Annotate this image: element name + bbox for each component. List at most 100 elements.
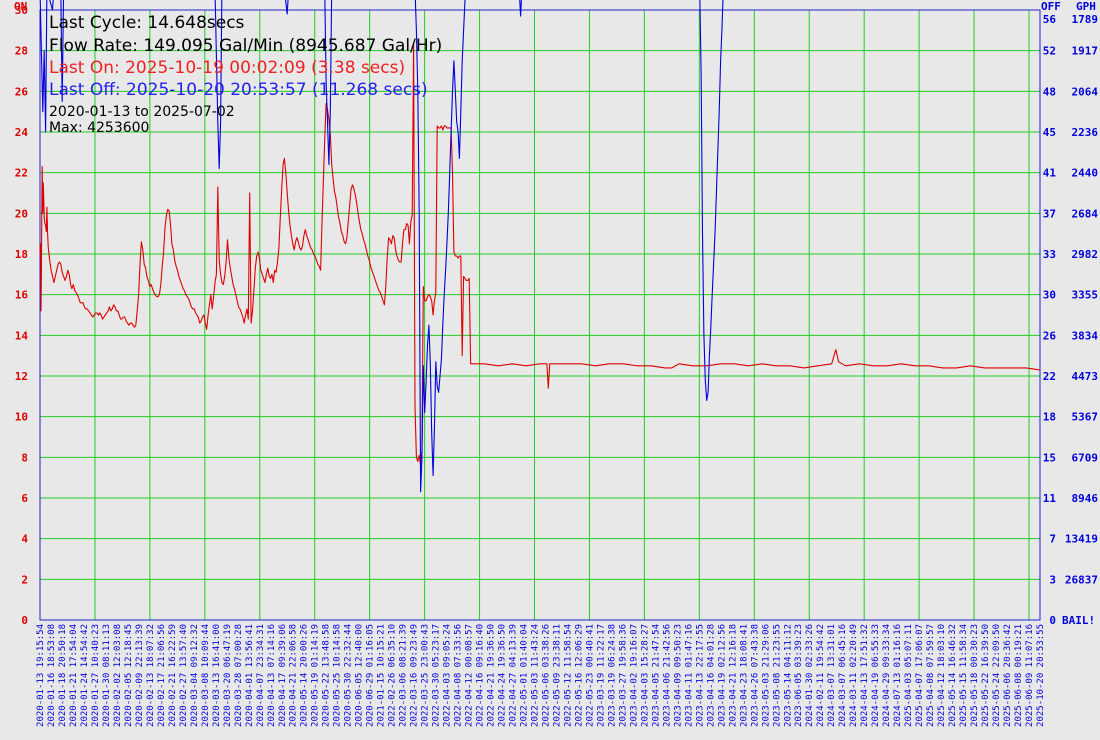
x-tick-label: 2022-04-03 09:05:24 (443, 624, 453, 727)
last-off-annotation: Last Off: 2025-10-20 20:53:57 (11.268 se… (49, 80, 428, 100)
x-tick-label: 2024-07-13 01:16:16 (893, 624, 903, 727)
x-tick-label: 2022-05-12 11:58:54 (564, 624, 574, 727)
x-tick-label: 2023-04-19 02:12:56 (717, 624, 727, 727)
x-tick-label: 2023-03-19 11:22:17 (596, 624, 606, 727)
x-tick-label: 2022-04-21 19:36:50 (487, 624, 497, 727)
right-gph-tick-label: 8946 (1072, 492, 1099, 505)
x-tick-label: 2023-04-03 15:28:27 (640, 624, 650, 727)
right-gph-tick-label: 4473 (1072, 370, 1099, 383)
x-tick-label: 2024-02-11 19:54:42 (816, 624, 826, 727)
x-tick-label: 2021-01-15 10:15:21 (377, 624, 387, 727)
x-tick-label: 2024-03-07 13:31:01 (827, 624, 837, 727)
plot-border (39, 9, 1041, 621)
left-tick-label: 0 (21, 614, 28, 627)
right-off-tick-label: 0 (1049, 614, 1056, 627)
x-tick-label: 2020-03-08 10:09:44 (201, 624, 211, 727)
right-gph-tick-label: 13419 (1065, 533, 1098, 546)
x-tick-label: 2020-05-30 22:32:44 (344, 624, 354, 727)
x-tick-label: 2025-06-06 20:36:42 (1003, 624, 1013, 727)
x-tick-label: 2022-05-06 03:38:26 (542, 624, 552, 727)
x-tick-label: 2020-05-14 20:00:26 (300, 624, 310, 727)
x-tick-label: 2020-05-22 13:48:58 (322, 624, 332, 727)
off-time-series-line (39, 0, 724, 493)
right-off-tick-label: 30 (1043, 289, 1056, 302)
x-tick-label: 2023-04-26 07:43:38 (750, 624, 760, 727)
x-tick-label: 2020-05-19 01:14:19 (311, 624, 321, 727)
right-gph-tick-label: 5367 (1072, 411, 1099, 424)
x-tick-label: 2022-05-16 12:06:29 (575, 624, 585, 727)
right-off-tick-label: 3 (1049, 573, 1056, 586)
right-off-tick-label: 41 (1043, 167, 1057, 180)
x-tick-label: 2023-04-13 22:17:55 (695, 624, 705, 727)
right-gph-tick-label: 6709 (1072, 451, 1099, 464)
x-tick-label: 2020-01-24 14:54:42 (80, 624, 90, 727)
x-tick-label: 2020-01-27 10:40:23 (91, 624, 101, 727)
last-cycle-annotation: Last Cycle: 14.648secs (49, 13, 245, 33)
right-gph-tick-label: 3355 (1072, 289, 1099, 302)
right-off-tick-label: 52 (1043, 45, 1056, 58)
last-on-annotation: Last On: 2025-10-19 00:02:09 (3.38 secs) (49, 58, 406, 78)
x-tick-label: 2025-10-20 20:53:55 (1036, 624, 1046, 727)
x-tick-label: 2020-02-17 21:06:56 (157, 624, 167, 727)
right-off-tick-label: 7 (1049, 533, 1056, 546)
right-gph-tick-label: 2236 (1072, 126, 1099, 139)
x-tick-label: 2020-06-05 12:40:00 (355, 624, 365, 727)
left-tick-label: 2 (21, 573, 28, 586)
x-tick-label: 2022-04-08 07:33:56 (454, 624, 464, 727)
x-tick-label: 2024-03-11 02:20:49 (849, 624, 859, 727)
x-tick-label: 2022-04-24 19:36:50 (498, 624, 508, 727)
x-tick-label: 2024-03-07 06:45:16 (838, 624, 848, 727)
left-tick-label: 14 (15, 329, 29, 342)
x-tick-label: 2020-04-17 09:39:06 (278, 624, 288, 727)
x-tick-label: 2020-01-18 20:50:18 (58, 624, 68, 727)
right-gph-tick-label: 2440 (1072, 167, 1099, 180)
left-tick-label: 16 (15, 289, 29, 302)
x-tick-label: 2024-04-13 17:51:32 (860, 624, 870, 727)
left-tick-label: 24 (15, 126, 29, 139)
right-off-tick-label: 11 (1043, 492, 1057, 505)
x-tick-label: 2022-04-27 04:13:39 (509, 624, 519, 727)
x-tick-label: 2020-05-25 10:14:58 (333, 624, 343, 727)
right-axis-header-off: OFF (1041, 0, 1061, 13)
x-tick-label: 2020-01-30 08:11:13 (102, 624, 112, 727)
x-tick-label: 2023-06-05 03:39:23 (794, 624, 804, 727)
right-off-tick-label: 48 (1043, 85, 1056, 98)
x-tick-label: 2023-04-16 04:01:28 (706, 624, 716, 727)
right-axis-bottom-label: BAIL! (1062, 614, 1095, 627)
x-tick-label: 2025-05-24 22:09:50 (992, 624, 1002, 727)
left-tick-label: 18 (15, 248, 28, 261)
x-tick-label: 2020-01-13 19:15:54 (36, 624, 46, 727)
x-tick-label: 2024-01-30 02:33:26 (805, 624, 815, 727)
x-tick-label: 2025-04-08 07:59:57 (926, 624, 936, 727)
right-off-tick-label: 33 (1043, 248, 1056, 261)
right-off-tick-label: 45 (1043, 126, 1056, 139)
x-tick-label: 2020-02-13 18:07:32 (146, 624, 156, 727)
left-tick-label: 10 (15, 411, 28, 424)
x-tick-label: 2022-05-09 23:38:11 (553, 624, 563, 727)
x-tick-label: 2025-05-22 16:39:50 (981, 624, 991, 727)
x-tick-label: 2023-03-27 19:58:36 (618, 624, 628, 727)
right-gph-tick-label: 1789 (1072, 13, 1099, 26)
left-tick-label: 4 (21, 533, 28, 546)
right-off-tick-label: 56 (1043, 13, 1057, 26)
right-off-tick-label: 15 (1043, 451, 1056, 464)
max-annotation: Max: 4253600 (49, 120, 150, 136)
x-tick-label: 2025-04-12 18:03:10 (937, 624, 947, 727)
x-tick-label: 2020-03-20 06:47:19 (223, 624, 233, 727)
x-tick-label: 2023-05-03 21:29:06 (761, 624, 771, 727)
x-tick-label: 2025-05-18 00:30:23 (970, 624, 980, 727)
right-off-tick-label: 22 (1043, 370, 1056, 383)
x-tick-label: 2023-04-02 19:16:07 (629, 624, 639, 727)
x-tick-label: 2023-04-21 12:16:18 (728, 624, 738, 727)
x-tick-label: 2020-02-09 22:13:39 (135, 624, 145, 727)
x-tick-label: 2023-04-23 18:08:41 (739, 624, 749, 727)
x-tick-label: 2020-06-29 01:16:05 (366, 624, 376, 727)
x-tick-label: 2022-05-03 11:43:24 (531, 624, 541, 727)
x-tick-label: 2022-02-26 06:35:10 (388, 624, 398, 727)
date-range-annotation: 2020-01-13 to 2025-07-02 (49, 104, 235, 120)
x-tick-label: 2025-06-09 11:07:16 (1025, 624, 1035, 727)
right-gph-tick-label: 1917 (1072, 45, 1099, 58)
x-tick-label: 2024-04-29 09:33:34 (882, 624, 892, 727)
right-gph-tick-label: 2684 (1072, 207, 1099, 220)
left-tick-label: 30 (15, 4, 28, 17)
